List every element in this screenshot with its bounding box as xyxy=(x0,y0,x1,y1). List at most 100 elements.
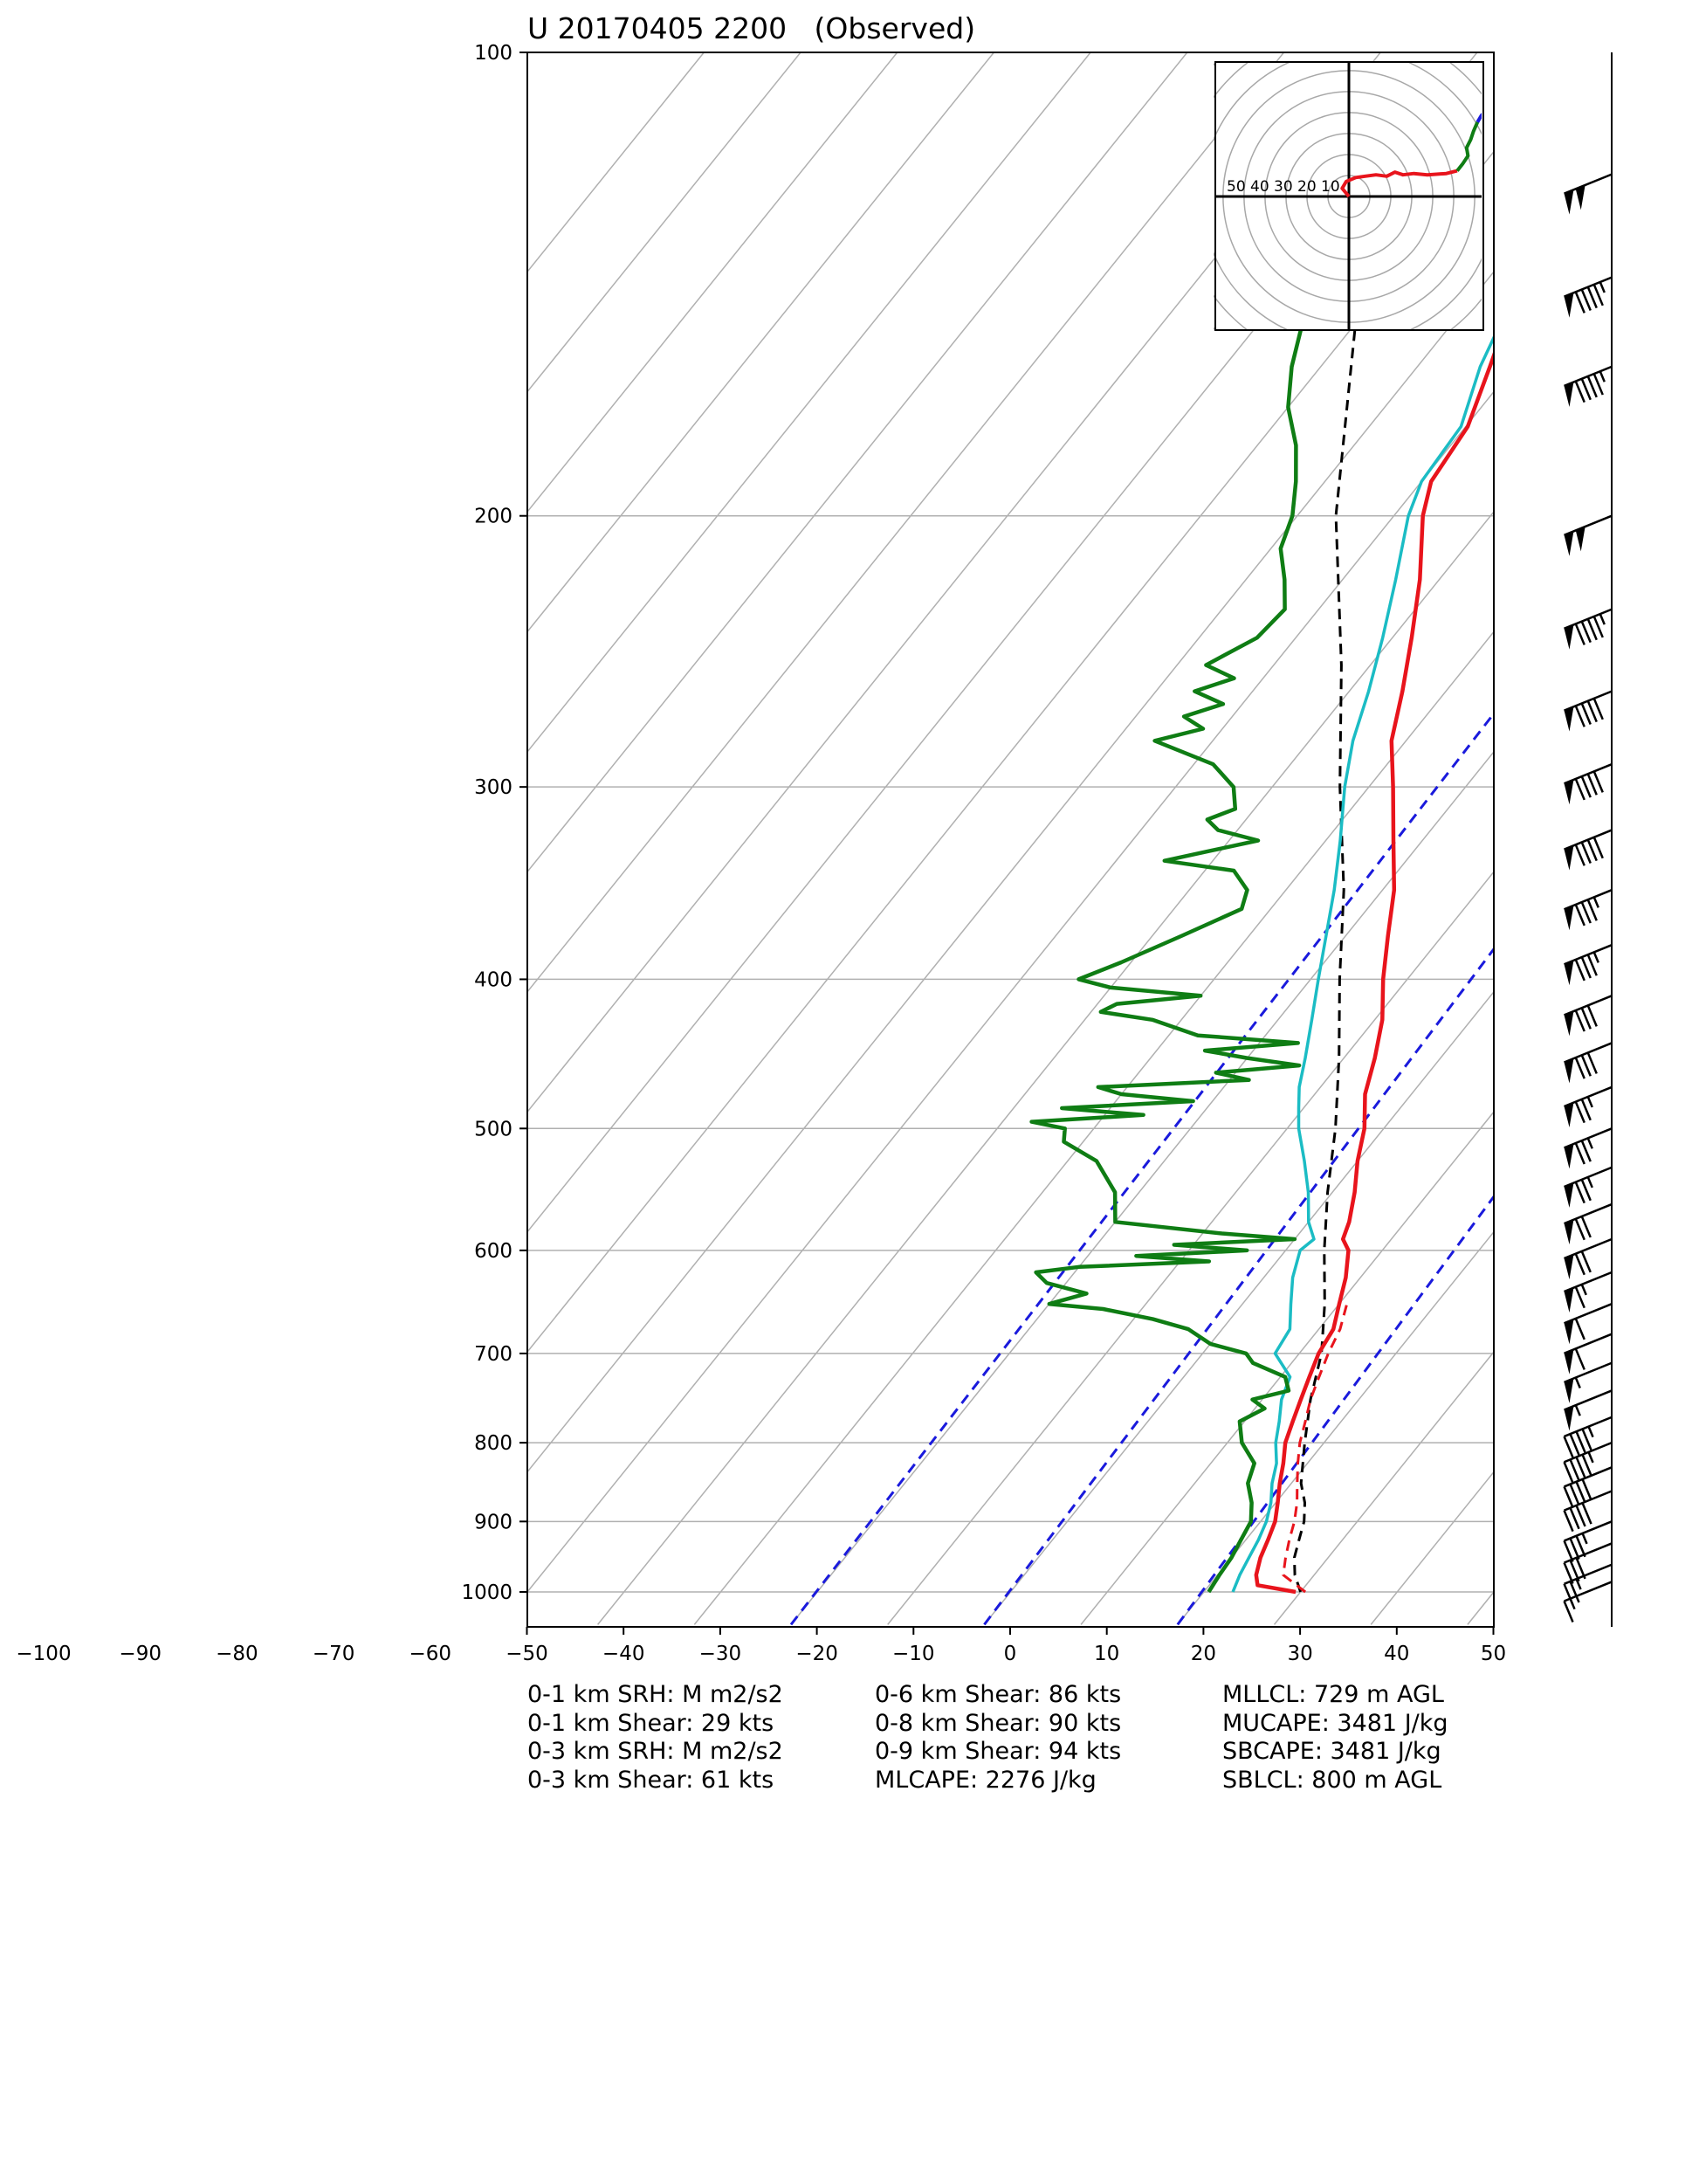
wind-barb xyxy=(1564,944,1613,986)
chart-title: U 20170405 2200 (Observed) xyxy=(527,11,975,45)
isotherm-line xyxy=(527,52,1381,1113)
x-tick-label: −30 xyxy=(699,1643,742,1665)
hodograph-trace xyxy=(1340,169,1458,198)
isotherm-line xyxy=(790,750,1494,1625)
isotherm-line xyxy=(693,630,1494,1625)
shear-0-1km: 0-1 km Shear: 29 kts xyxy=(527,1709,774,1737)
hodograph-ring-label: 50 xyxy=(1227,178,1246,196)
y-tick-label: 100 xyxy=(474,42,512,65)
wind-barb xyxy=(1564,829,1613,871)
wind-barb xyxy=(1564,995,1613,1037)
y-tick-label: 500 xyxy=(474,1118,512,1140)
x-tick-label: −40 xyxy=(602,1643,645,1665)
x-tick-label: −80 xyxy=(216,1643,258,1665)
sounding-profiles xyxy=(1029,173,1494,1595)
hodograph-trace xyxy=(1455,121,1480,172)
wind-barb xyxy=(1564,763,1613,805)
wind-barb xyxy=(1564,1166,1613,1208)
temperature-axis: −100 −90 −80 −70 −60 −50 −40 −30 −20 −10 0 10 20 30 40… xyxy=(16,1627,1506,1665)
isotherm-line xyxy=(527,52,801,393)
wind-barb xyxy=(1563,1416,1613,1458)
parcel-path-line xyxy=(1293,174,1380,1593)
wind-barb xyxy=(1564,1389,1613,1431)
wind-barb xyxy=(1563,1581,1613,1622)
sbcape: SBCAPE: 3481 J/kg xyxy=(1222,1738,1441,1765)
sblcl: SBLCL: 800 m AGL xyxy=(1222,1766,1442,1794)
wind-barb xyxy=(1563,1520,1613,1562)
pressure-axis: 100 200 300 400 500 600 700 800 900 1000 xyxy=(461,42,527,1604)
mllcl: MLLCL: 729 m AGL xyxy=(1222,1681,1444,1708)
isotherm-line xyxy=(527,52,1188,873)
hodograph-frame xyxy=(1214,61,1484,331)
x-tick-label: −70 xyxy=(313,1643,355,1665)
wind-barb xyxy=(1563,1563,1613,1606)
isotherm-line xyxy=(527,52,705,273)
wind-barb xyxy=(1564,1333,1613,1374)
y-tick-label: 300 xyxy=(474,776,512,799)
x-tick-label: 30 xyxy=(1287,1643,1312,1665)
wind-barb xyxy=(1564,365,1613,407)
wind-barb xyxy=(1564,1271,1613,1313)
x-tick-label: 40 xyxy=(1384,1643,1409,1665)
wetbulb-line xyxy=(1231,334,1494,1593)
x-tick-label: 0 xyxy=(1004,1643,1017,1665)
isotherm-line xyxy=(1273,1350,1494,1625)
isotherm-line xyxy=(527,52,994,633)
wind-barb xyxy=(1564,1237,1613,1280)
wind-barb xyxy=(1564,690,1613,732)
y-tick-label: 700 xyxy=(474,1343,512,1366)
wind-barb xyxy=(1564,514,1613,556)
y-tick-label: 900 xyxy=(474,1511,512,1533)
x-tick-label: −100 xyxy=(16,1643,71,1665)
y-tick-label: 200 xyxy=(474,506,512,528)
srh-0-1km: 0-1 km SRH: M m2/s2 xyxy=(527,1681,783,1708)
shear-0-6km: 0-6 km Shear: 86 kts xyxy=(875,1681,1122,1708)
x-tick-label: −90 xyxy=(119,1643,162,1665)
mucape: MUCAPE: 3481 J/kg xyxy=(1222,1709,1448,1737)
wind-barb xyxy=(1564,276,1613,318)
isotherm-line xyxy=(887,871,1494,1625)
isotherm-line xyxy=(597,510,1494,1625)
wind-barb xyxy=(1563,1466,1613,1508)
wind-barb xyxy=(1563,1441,1613,1484)
isotherm-line xyxy=(1080,1111,1494,1625)
hodograph-ring-label: 20 xyxy=(1297,178,1317,196)
hodograph-ring-label: 40 xyxy=(1250,178,1269,196)
x-tick-label: −10 xyxy=(892,1643,935,1665)
x-tick-label: 20 xyxy=(1191,1643,1216,1665)
y-tick-label: 800 xyxy=(474,1432,512,1455)
hodograph-trace xyxy=(1475,113,1482,123)
isotherm-line xyxy=(527,390,1494,1594)
hodograph-inset: 50 40 30 20 10 xyxy=(1214,61,1484,331)
isotherm-line xyxy=(527,52,898,513)
wind-barb xyxy=(1563,1490,1613,1533)
wind-barb xyxy=(1564,608,1613,650)
stats-column-2: 0-6 km Shear: 86 kts 0-8 km Shear: 90 kt… xyxy=(875,1681,1121,1795)
x-tick-label: 50 xyxy=(1481,1643,1506,1665)
wind-barb xyxy=(1564,1127,1613,1169)
x-tick-label: −20 xyxy=(795,1643,838,1665)
wind-barbs xyxy=(1563,52,1613,1627)
mlcape: MLCAPE: 2276 J/kg xyxy=(875,1766,1097,1794)
y-tick-label: 1000 xyxy=(461,1581,512,1604)
isotherm-line xyxy=(527,52,1091,754)
wind-barb xyxy=(1564,1085,1613,1127)
wind-barb xyxy=(1564,1303,1613,1345)
isotherm-line xyxy=(1177,1230,1494,1625)
temperature-line xyxy=(1254,349,1494,1595)
wind-barb xyxy=(1563,1542,1613,1584)
y-tick-label: 600 xyxy=(474,1240,512,1263)
wind-barb xyxy=(1564,889,1613,931)
hodograph-ring-label: 10 xyxy=(1321,178,1340,196)
x-tick-label: 10 xyxy=(1094,1643,1119,1665)
wind-barb xyxy=(1564,1042,1613,1084)
isotherm-line xyxy=(527,52,1285,993)
srh-0-3km: 0-3 km SRH: M m2/s2 xyxy=(527,1738,783,1765)
hodograph-ring-label: 30 xyxy=(1274,178,1293,196)
wind-barb xyxy=(1564,173,1613,215)
x-tick-label: −50 xyxy=(506,1643,548,1665)
x-tick-label: −60 xyxy=(409,1643,452,1665)
shear-0-8km: 0-8 km Shear: 90 kts xyxy=(875,1709,1122,1737)
shear-0-3km: 0-3 km Shear: 61 kts xyxy=(527,1766,774,1794)
